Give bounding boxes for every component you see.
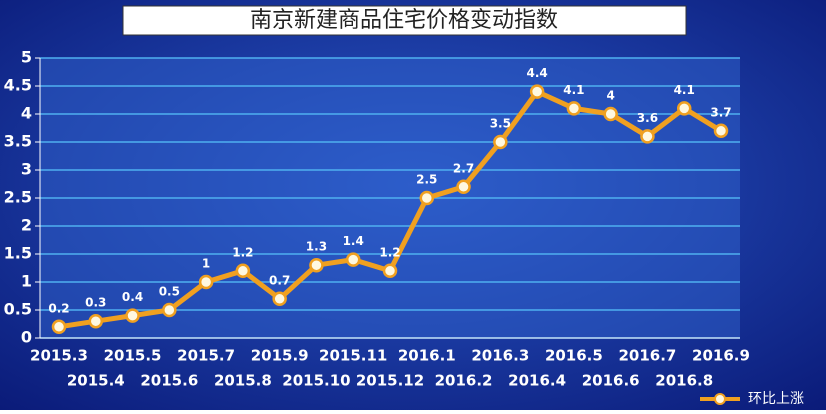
data-label: 0.5 bbox=[159, 285, 180, 299]
point-marker bbox=[309, 257, 324, 273]
x-tick-label: 2015.8 bbox=[214, 372, 272, 390]
data-label: 3.5 bbox=[490, 117, 511, 131]
x-tick-label: 2015.9 bbox=[251, 347, 309, 365]
data-label: 0.4 bbox=[122, 290, 143, 304]
data-label: 2.5 bbox=[416, 173, 437, 187]
point-marker bbox=[419, 190, 435, 206]
point-marker bbox=[566, 101, 582, 116]
data-label: 1.2 bbox=[379, 245, 400, 259]
chart-title: 南京新建商品住宅价格变动指数 bbox=[250, 8, 558, 33]
x-tick-label: 2015.10 bbox=[282, 372, 350, 390]
y-tick-label: 2 bbox=[21, 216, 32, 235]
data-label: 0.2 bbox=[48, 301, 69, 315]
y-tick-label: 0.5 bbox=[4, 300, 32, 319]
x-tick-label: 2016.2 bbox=[435, 372, 493, 390]
x-tick-label: 2016.5 bbox=[545, 347, 603, 365]
y-tick-label: 4 bbox=[21, 104, 32, 123]
x-tick-label: 2015.5 bbox=[104, 347, 162, 365]
data-label: 4.1 bbox=[674, 83, 695, 97]
y-tick-label: 3.5 bbox=[4, 132, 32, 151]
x-tick-label: 2015.11 bbox=[319, 347, 387, 365]
x-tick-label: 2016.7 bbox=[618, 347, 676, 365]
legend-marker bbox=[714, 393, 726, 405]
data-label: 4 bbox=[606, 89, 614, 103]
point-marker bbox=[272, 291, 287, 307]
point-marker bbox=[676, 101, 692, 116]
point-marker bbox=[529, 84, 545, 99]
point-marker bbox=[345, 252, 361, 267]
point-marker bbox=[456, 179, 471, 195]
data-label: 0.7 bbox=[269, 273, 290, 287]
x-tick-label: 2016.6 bbox=[582, 372, 640, 390]
y-tick-label: 3 bbox=[21, 160, 32, 179]
x-tick-label: 2015.6 bbox=[140, 372, 198, 390]
point-marker bbox=[51, 319, 67, 335]
x-tick-label: 2016.8 bbox=[655, 372, 713, 390]
x-tick-label: 2016.9 bbox=[692, 347, 750, 365]
y-tick-label: 0 bbox=[21, 328, 32, 347]
x-tick-label: 2016.1 bbox=[398, 347, 456, 365]
point-marker bbox=[713, 123, 729, 139]
point-marker bbox=[603, 106, 618, 122]
point-marker bbox=[493, 134, 508, 150]
point-marker bbox=[162, 302, 177, 318]
point-marker bbox=[88, 313, 104, 329]
y-tick-label: 2.5 bbox=[4, 188, 32, 207]
y-tick-label: 1 bbox=[21, 272, 32, 291]
data-label: 1.4 bbox=[343, 234, 364, 248]
x-tick-label: 2015.7 bbox=[177, 347, 235, 365]
x-tick-label: 2015.3 bbox=[30, 347, 88, 365]
point-marker bbox=[382, 263, 398, 279]
x-tick-label: 2015.12 bbox=[356, 372, 424, 390]
data-label: 0.3 bbox=[85, 296, 106, 310]
y-tick-label: 1.5 bbox=[4, 244, 32, 263]
x-tick-label: 2016.3 bbox=[471, 347, 529, 365]
point-marker bbox=[198, 274, 214, 290]
point-marker bbox=[640, 129, 655, 144]
title-box bbox=[122, 5, 687, 36]
data-label: 4.1 bbox=[563, 83, 584, 97]
point-marker bbox=[125, 308, 140, 323]
y-tick-label: 4.5 bbox=[4, 76, 32, 95]
x-tick-label: 2015.4 bbox=[67, 372, 125, 390]
data-label: 1.3 bbox=[306, 240, 327, 254]
data-label: 3.7 bbox=[710, 105, 731, 119]
data-label: 2.7 bbox=[453, 161, 474, 175]
data-label: 3.6 bbox=[637, 111, 658, 125]
data-label: 1.2 bbox=[232, 245, 253, 259]
point-marker bbox=[235, 263, 251, 279]
data-label: 4.4 bbox=[526, 66, 547, 80]
x-tick-label: 2016.4 bbox=[508, 372, 566, 390]
data-label: 1 bbox=[202, 257, 210, 271]
y-tick-label: 5 bbox=[21, 48, 32, 67]
legend-label: 环比上涨 bbox=[748, 391, 804, 407]
